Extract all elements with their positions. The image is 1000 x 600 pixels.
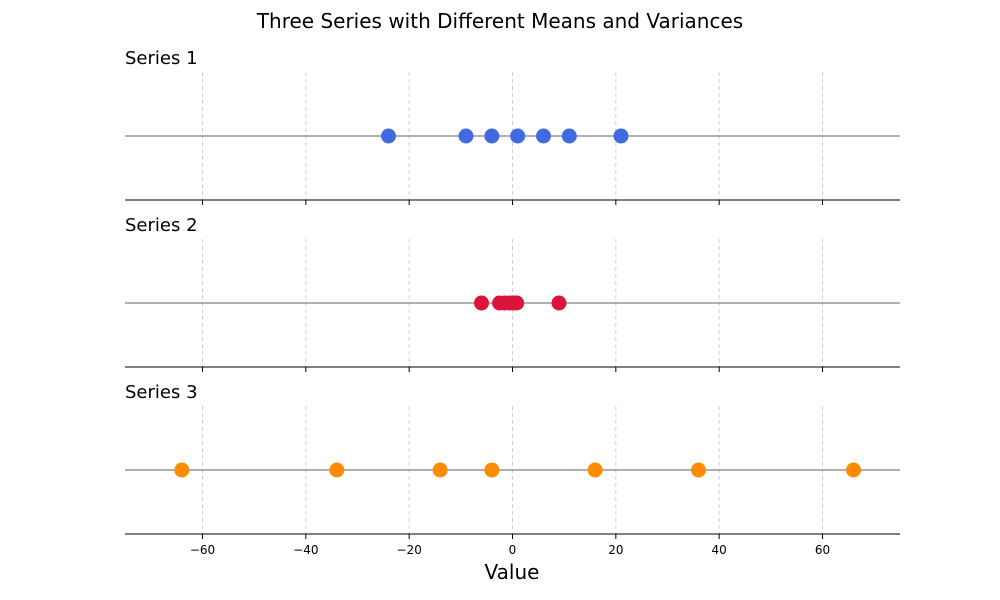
data-point — [509, 295, 525, 311]
x-axis-label: Value — [485, 560, 540, 584]
data-point — [381, 128, 396, 144]
data-point — [458, 128, 474, 144]
x-tick-label: 20 — [608, 543, 623, 557]
series-label: Series 2 — [125, 215, 198, 236]
series-label: Series 3 — [125, 382, 198, 403]
data-point — [561, 128, 577, 144]
data-point — [587, 462, 603, 478]
x-tick-label: −40 — [293, 543, 318, 557]
x-tick-label: −60 — [190, 543, 215, 557]
data-point — [551, 295, 567, 311]
data-point — [510, 128, 526, 144]
data-point — [432, 462, 448, 478]
x-tick-label: 40 — [712, 543, 727, 557]
x-tick-label: −20 — [397, 543, 422, 557]
data-point — [536, 128, 551, 144]
x-tick-label: 60 — [815, 543, 830, 557]
x-tick-label: 0 — [509, 543, 517, 557]
data-point — [846, 462, 861, 478]
series-label: Series 1 — [125, 48, 198, 69]
data-point — [484, 128, 500, 144]
data-point — [484, 462, 500, 478]
data-point — [613, 128, 629, 144]
data-point — [329, 462, 345, 478]
data-point — [174, 462, 190, 478]
data-point — [474, 295, 489, 311]
data-point — [691, 462, 706, 478]
chart-title: Three Series with Different Means and Va… — [256, 9, 743, 33]
